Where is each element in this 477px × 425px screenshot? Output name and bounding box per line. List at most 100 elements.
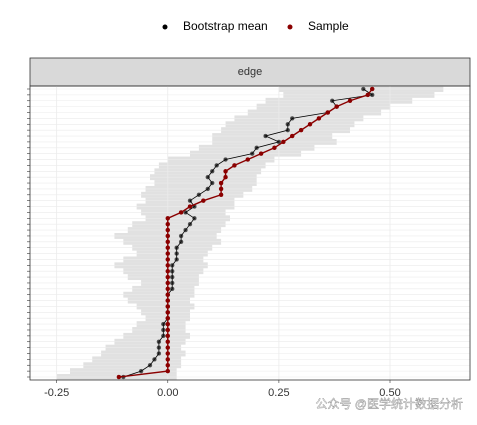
point bbox=[161, 327, 166, 333]
point bbox=[165, 239, 171, 245]
point bbox=[232, 163, 237, 168]
point bbox=[289, 116, 295, 121]
point bbox=[138, 368, 144, 374]
legend-label: Bootstrap mean bbox=[183, 19, 268, 33]
point bbox=[369, 92, 375, 98]
watermark: 公众号 @医学统计数据分析 bbox=[315, 396, 463, 411]
point bbox=[218, 180, 224, 186]
point bbox=[196, 192, 202, 198]
point bbox=[165, 321, 171, 327]
point bbox=[325, 110, 331, 115]
point bbox=[165, 245, 171, 250]
point bbox=[183, 227, 188, 233]
point bbox=[116, 374, 122, 380]
point bbox=[205, 186, 211, 192]
point bbox=[276, 139, 282, 145]
point bbox=[272, 145, 277, 151]
legend-marker bbox=[162, 24, 168, 30]
point bbox=[334, 104, 339, 109]
point bbox=[263, 133, 268, 139]
point bbox=[165, 351, 171, 356]
point bbox=[165, 263, 171, 268]
point bbox=[307, 122, 313, 127]
point bbox=[161, 333, 166, 339]
strip-label: edge bbox=[238, 66, 262, 78]
point bbox=[218, 192, 224, 198]
point bbox=[209, 169, 215, 174]
point bbox=[165, 304, 171, 309]
point bbox=[174, 245, 179, 250]
point bbox=[156, 351, 162, 356]
point bbox=[165, 280, 171, 286]
point bbox=[249, 151, 255, 156]
point bbox=[165, 357, 171, 362]
x-tick-label: -0.25 bbox=[44, 387, 69, 399]
point bbox=[165, 227, 171, 233]
point bbox=[165, 286, 171, 292]
point bbox=[165, 362, 171, 368]
point bbox=[223, 169, 228, 174]
point bbox=[187, 198, 193, 203]
point bbox=[223, 157, 228, 162]
x-tick-label: 0.25 bbox=[268, 387, 289, 399]
point bbox=[254, 145, 259, 151]
point bbox=[214, 163, 219, 168]
point bbox=[165, 233, 171, 239]
point bbox=[174, 251, 179, 256]
point bbox=[209, 180, 215, 186]
point bbox=[245, 157, 251, 162]
point bbox=[218, 186, 224, 192]
point bbox=[165, 274, 171, 280]
point bbox=[165, 368, 171, 374]
point bbox=[178, 239, 184, 245]
point bbox=[205, 174, 211, 180]
point bbox=[165, 257, 171, 262]
point bbox=[169, 286, 175, 292]
point bbox=[347, 98, 353, 104]
point bbox=[329, 98, 335, 104]
legend-label: Sample bbox=[308, 19, 349, 33]
point bbox=[165, 333, 171, 339]
point bbox=[365, 92, 371, 98]
point bbox=[178, 210, 184, 215]
point bbox=[316, 116, 322, 121]
point bbox=[289, 133, 295, 139]
legend-marker bbox=[287, 24, 293, 30]
point bbox=[281, 139, 286, 145]
point bbox=[169, 268, 175, 274]
point bbox=[165, 345, 171, 350]
point bbox=[165, 268, 171, 274]
point bbox=[165, 315, 171, 321]
point bbox=[165, 216, 171, 221]
point bbox=[156, 339, 162, 344]
point bbox=[298, 127, 304, 133]
point bbox=[187, 204, 193, 209]
point bbox=[156, 345, 162, 350]
x-tick-label: 0.50 bbox=[379, 387, 400, 399]
point bbox=[258, 151, 264, 156]
point bbox=[147, 362, 153, 368]
point bbox=[183, 210, 188, 215]
point bbox=[165, 251, 171, 256]
point bbox=[165, 339, 171, 344]
point bbox=[192, 216, 197, 221]
point bbox=[187, 221, 193, 227]
point bbox=[285, 127, 291, 133]
point bbox=[165, 221, 171, 227]
point bbox=[152, 357, 157, 362]
point bbox=[201, 198, 206, 203]
point bbox=[165, 292, 171, 297]
strip bbox=[29, 57, 471, 87]
point bbox=[161, 321, 166, 327]
point bbox=[165, 298, 171, 303]
point bbox=[223, 174, 228, 180]
point bbox=[165, 310, 171, 315]
point bbox=[361, 86, 366, 92]
point bbox=[169, 274, 175, 280]
point bbox=[285, 122, 291, 127]
point bbox=[169, 280, 175, 286]
point bbox=[169, 263, 175, 268]
point bbox=[165, 327, 171, 333]
point bbox=[174, 257, 179, 262]
